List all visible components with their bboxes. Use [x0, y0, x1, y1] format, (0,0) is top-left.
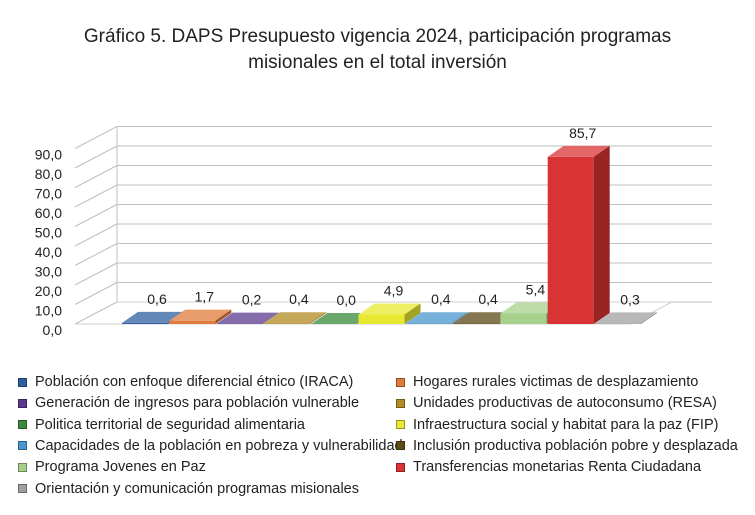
bar-side: [309, 312, 326, 324]
data-label: 0,4: [289, 291, 309, 307]
data-label: 0,3: [620, 291, 640, 307]
data-label: 0,0: [336, 292, 356, 308]
bar-top: [595, 312, 657, 324]
data-label: 0,4: [478, 291, 498, 307]
bar-top: [453, 312, 516, 324]
gridline-side: [74, 223, 118, 247]
legend-swatch: [18, 462, 27, 472]
bar-top: [358, 303, 421, 315]
bar-side: [593, 145, 610, 324]
legend-label: Orientación y comunicación programas mis…: [35, 480, 359, 497]
legend-label: Transferencias monetarias Renta Ciudadan…: [413, 459, 702, 476]
data-label: 4,9: [384, 282, 404, 298]
legend-item: Capacidades de la población en pobreza y…: [18, 436, 403, 456]
bar-top: [122, 311, 184, 323]
y-tick-label: 60,0: [35, 205, 62, 221]
bar-front: [358, 314, 405, 324]
bar-side: [451, 312, 468, 324]
legend-label: Generación de ingresos para población vu…: [35, 395, 360, 412]
y-tick-label: 50,0: [35, 225, 62, 241]
legend-swatch: [396, 420, 405, 430]
gridline-side: [74, 145, 118, 169]
y-tick-label: 10,0: [35, 303, 62, 319]
bar-front: [547, 156, 594, 324]
legend-swatch: [396, 377, 405, 387]
bar-front: [453, 323, 500, 324]
legend-swatch: [396, 441, 405, 451]
legend-swatch: [18, 441, 27, 451]
bar-front: [122, 322, 168, 324]
y-tick-label: 90,0: [35, 147, 62, 163]
data-label: 1,7: [195, 289, 215, 305]
data-label: 85,7: [569, 125, 596, 141]
data-label: 0,4: [431, 291, 451, 307]
legend-label: Hogares rurales victimas de desplazamien…: [413, 374, 699, 390]
legend-swatch: [18, 398, 27, 408]
y-tick-label: 20,0: [35, 283, 62, 299]
gridline-side: [74, 282, 118, 305]
bar-top: [405, 312, 468, 324]
bar-front: [169, 320, 216, 324]
legend-label: Población con enfoque diferencial étnico…: [35, 374, 354, 390]
bar-top: [547, 145, 610, 157]
bar-top: [169, 309, 232, 321]
y-tick-label: 80,0: [35, 166, 62, 182]
legend-swatch: [396, 398, 405, 408]
chart-title-line-2: misionales en el total inversión: [248, 52, 507, 73]
legend-swatch: [18, 377, 27, 387]
bar-side: [404, 303, 421, 324]
chart-title: Gráfico 5. DAPS Presupuesto vigencia 202…: [83, 26, 672, 47]
y-tick-label: 0,0: [43, 322, 63, 338]
legend-swatch: [18, 484, 27, 493]
legend-item: Orientación y comunicación programas mis…: [18, 479, 359, 499]
legend-item: Unidades productivas de autoconsumo (RES…: [396, 393, 717, 413]
legend-item: Inclusión productiva población pobre y d…: [396, 436, 738, 456]
bar-front: [263, 323, 310, 324]
bar-top: [263, 312, 326, 324]
y-tick-label: 30,0: [35, 264, 62, 280]
y-tick-label: 70,0: [35, 186, 62, 202]
gridline-side: [74, 243, 118, 266]
legend-label: Capacidades de la población en pobreza y…: [35, 437, 403, 454]
data-label: 5,4: [526, 281, 546, 297]
legend-label: Inclusión productiva población pobre y d…: [413, 437, 738, 454]
legend-label: Politica territorial de seguridad alimen…: [35, 416, 305, 433]
y-tick-label: 40,0: [35, 244, 62, 260]
legend-label: Unidades productivas de autoconsumo (RES…: [413, 395, 717, 412]
gridline-side: [74, 301, 118, 325]
legend-item: Generación de ingresos para población vu…: [18, 393, 359, 413]
data-label: 0,2: [242, 292, 262, 308]
legend-item: Programa Jovenes en Paz: [18, 457, 206, 477]
legend-swatch: [396, 462, 405, 472]
legend-item: Transferencias monetarias Renta Ciudadan…: [396, 457, 701, 477]
gridline-side: [74, 262, 118, 286]
legend-swatch: [18, 420, 27, 430]
bar-side: [262, 312, 279, 324]
gridline-side: [74, 165, 118, 188]
bar-front: [405, 323, 452, 324]
bar-top: [500, 302, 563, 314]
legend-item: Población con enfoque diferencial étnico…: [18, 372, 353, 392]
bar-top: [216, 312, 279, 324]
bar-front: [500, 313, 547, 324]
gridline-side: [74, 184, 118, 208]
bar-top: [311, 313, 374, 324]
legend-item: Hogares rurales victimas de desplazamien…: [396, 372, 698, 392]
gridline-side: [74, 126, 118, 149]
data-label: 0,6: [147, 291, 167, 307]
bar-front: [595, 323, 641, 324]
legend-item: Politica territorial de seguridad alimen…: [18, 415, 305, 435]
legend-label: Infraestructura social y habitat para la…: [413, 416, 719, 433]
legend-label: Programa Jovenes en Paz: [35, 459, 206, 476]
gridline-side: [74, 204, 118, 227]
bar-side: [215, 309, 232, 324]
legend-item: Infraestructura social y habitat para la…: [396, 415, 718, 435]
bar-side: [641, 312, 657, 324]
